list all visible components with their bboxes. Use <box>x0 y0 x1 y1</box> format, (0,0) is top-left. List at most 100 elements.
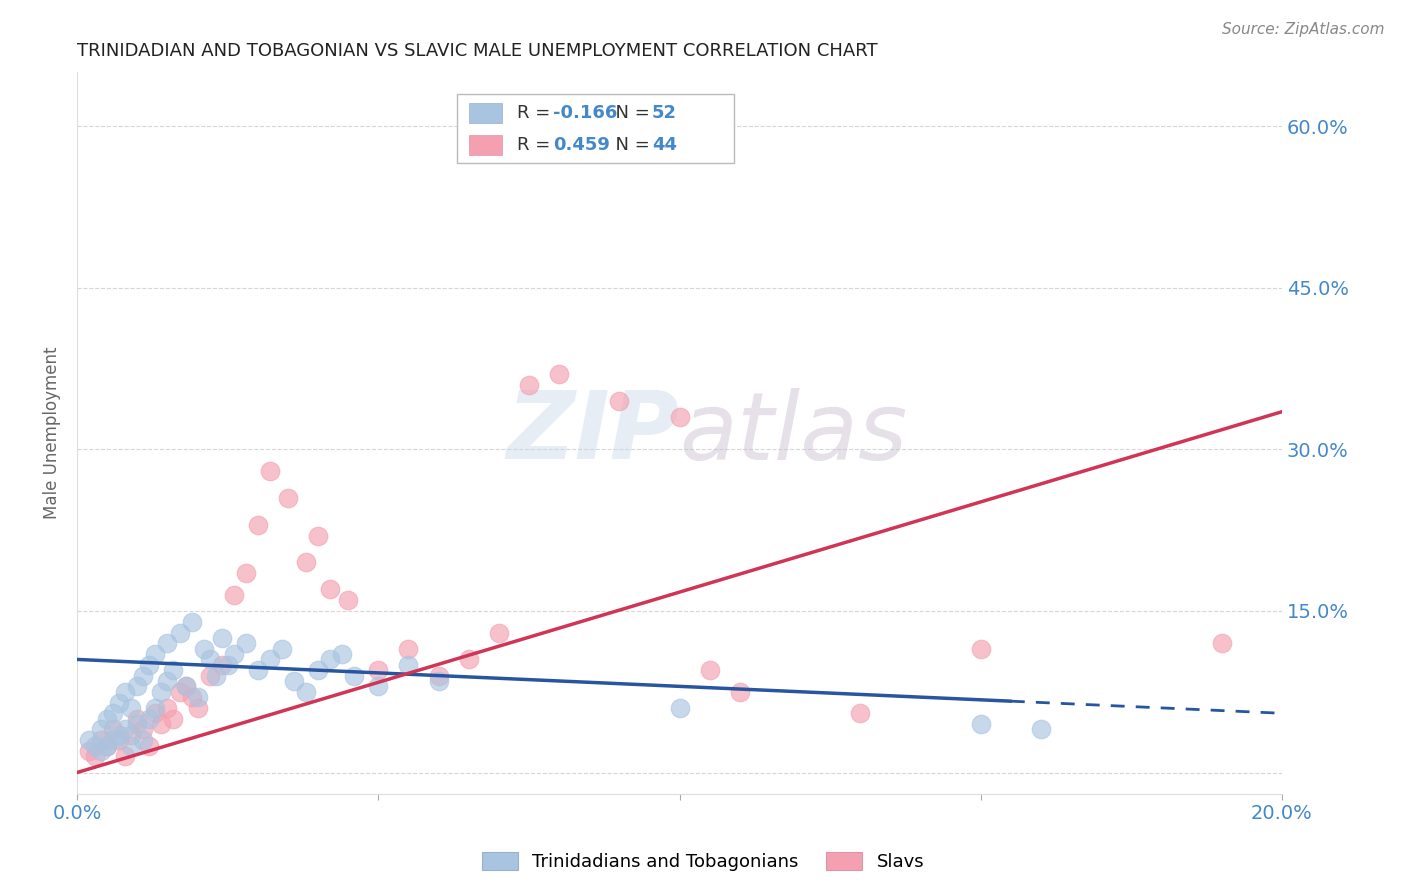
Text: N =: N = <box>603 136 655 154</box>
Point <box>307 663 329 677</box>
Point <box>120 728 142 742</box>
Point <box>162 712 184 726</box>
Point <box>145 706 167 721</box>
Point <box>90 733 112 747</box>
Point <box>180 690 202 705</box>
Point <box>90 723 112 737</box>
Point <box>198 668 221 682</box>
Point <box>396 657 419 672</box>
Point <box>295 556 318 570</box>
Point <box>277 491 299 505</box>
Point <box>457 652 479 666</box>
Point <box>150 717 173 731</box>
Point <box>283 673 305 688</box>
Legend: Trinidadians and Tobagonians, Slavs: Trinidadians and Tobagonians, Slavs <box>475 845 931 879</box>
Point <box>607 393 630 408</box>
Point <box>211 657 233 672</box>
Point <box>138 739 160 753</box>
Text: 0.459: 0.459 <box>553 136 610 154</box>
Point <box>138 657 160 672</box>
Point <box>728 684 751 698</box>
Point <box>204 668 226 682</box>
Text: R =: R = <box>517 136 555 154</box>
Point <box>396 641 419 656</box>
Point <box>235 566 257 581</box>
Point <box>108 696 131 710</box>
Point <box>96 712 118 726</box>
Point <box>120 701 142 715</box>
Point <box>367 663 389 677</box>
Point <box>114 684 136 698</box>
Point <box>114 749 136 764</box>
Point <box>548 367 571 381</box>
Point <box>103 723 125 737</box>
Point <box>162 663 184 677</box>
Point <box>970 641 993 656</box>
Point <box>343 668 366 682</box>
Point <box>187 690 209 705</box>
FancyBboxPatch shape <box>468 103 502 123</box>
Point <box>427 668 450 682</box>
Point <box>156 701 179 715</box>
FancyBboxPatch shape <box>468 136 502 155</box>
FancyBboxPatch shape <box>457 94 734 162</box>
Point <box>77 733 100 747</box>
Point <box>169 684 191 698</box>
Point <box>120 739 142 753</box>
Point <box>108 733 131 747</box>
Y-axis label: Male Unemployment: Male Unemployment <box>44 347 60 519</box>
Point <box>699 663 721 677</box>
Point <box>156 673 179 688</box>
Text: TRINIDADIAN AND TOBAGONIAN VS SLAVIC MALE UNEMPLOYMENT CORRELATION CHART: TRINIDADIAN AND TOBAGONIAN VS SLAVIC MAL… <box>77 42 877 60</box>
Point <box>259 652 281 666</box>
Point <box>222 647 245 661</box>
Point <box>307 528 329 542</box>
Point <box>271 641 294 656</box>
Point <box>90 744 112 758</box>
Point <box>337 593 360 607</box>
Point <box>114 723 136 737</box>
Point <box>427 673 450 688</box>
Point <box>187 701 209 715</box>
Point <box>145 647 167 661</box>
Point <box>127 679 149 693</box>
Point <box>849 706 872 721</box>
Point <box>127 717 149 731</box>
Point <box>132 723 155 737</box>
Text: ZIP: ZIP <box>506 387 679 479</box>
Point <box>77 744 100 758</box>
Text: R =: R = <box>517 103 555 122</box>
Point <box>668 410 690 425</box>
Point <box>217 657 239 672</box>
Point <box>211 631 233 645</box>
Point <box>319 652 342 666</box>
Text: Source: ZipAtlas.com: Source: ZipAtlas.com <box>1222 22 1385 37</box>
Point <box>127 712 149 726</box>
Point <box>1029 723 1052 737</box>
Point <box>222 588 245 602</box>
Text: -0.166: -0.166 <box>553 103 617 122</box>
Point <box>668 701 690 715</box>
Point <box>488 625 510 640</box>
Point <box>970 717 993 731</box>
Point <box>1211 636 1233 650</box>
Point <box>138 712 160 726</box>
Point <box>84 739 107 753</box>
Point <box>84 749 107 764</box>
Point <box>103 706 125 721</box>
Point <box>96 739 118 753</box>
Point <box>246 663 269 677</box>
Text: N =: N = <box>603 103 655 122</box>
Text: atlas: atlas <box>679 388 908 479</box>
Point <box>517 377 540 392</box>
Point <box>235 636 257 650</box>
Point <box>103 733 125 747</box>
Point <box>156 636 179 650</box>
Point <box>150 684 173 698</box>
Point <box>132 733 155 747</box>
Point <box>169 625 191 640</box>
Text: 52: 52 <box>652 103 676 122</box>
Point <box>108 728 131 742</box>
Point <box>96 739 118 753</box>
Point <box>198 652 221 666</box>
